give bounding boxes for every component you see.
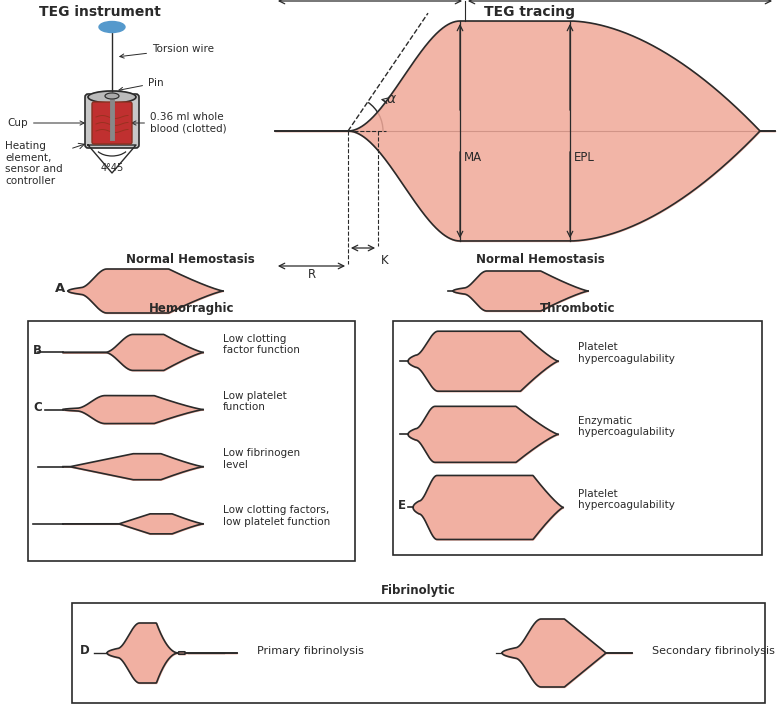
Text: Normal Hemostasis: Normal Hemostasis <box>125 253 254 266</box>
Bar <box>28 321 355 561</box>
FancyBboxPatch shape <box>85 94 139 148</box>
Ellipse shape <box>99 22 125 32</box>
Text: Platelet
hypercoagulability: Platelet hypercoagulability <box>578 489 675 510</box>
Text: Normal Hemostasis: Normal Hemostasis <box>475 253 605 266</box>
Text: TEG instrument: TEG instrument <box>39 5 161 19</box>
Text: B: B <box>33 344 42 357</box>
FancyBboxPatch shape <box>92 102 132 144</box>
Text: Secondary fibrinolysis: Secondary fibrinolysis <box>652 646 775 656</box>
Text: D: D <box>80 645 89 658</box>
Ellipse shape <box>88 91 136 103</box>
Text: Cup: Cup <box>7 118 84 128</box>
Text: A: A <box>55 283 65 296</box>
Text: 4°45: 4°45 <box>100 163 124 173</box>
Text: MA: MA <box>464 151 482 164</box>
Text: Enzymatic
hypercoagulability: Enzymatic hypercoagulability <box>578 415 675 437</box>
Text: Torsion wire: Torsion wire <box>120 44 214 58</box>
Text: Heating
element,
sensor and
controller: Heating element, sensor and controller <box>5 141 62 186</box>
Text: C: C <box>33 401 42 414</box>
Text: Fibrinolytic: Fibrinolytic <box>381 584 456 597</box>
Text: Thrombotic: Thrombotic <box>540 302 615 315</box>
Text: EPL: EPL <box>574 151 595 164</box>
Text: Low fibrinogen
level: Low fibrinogen level <box>223 448 300 469</box>
Text: K: K <box>381 254 389 267</box>
Text: E: E <box>398 499 406 512</box>
Text: Hemorraghic: Hemorraghic <box>149 302 234 315</box>
Text: Primary fibrinolysis: Primary fibrinolysis <box>257 646 364 656</box>
Bar <box>393 321 762 555</box>
Text: Pin: Pin <box>119 78 163 92</box>
Text: R: R <box>307 268 316 281</box>
Bar <box>72 603 765 703</box>
Text: Low clotting factors,
low platelet function: Low clotting factors, low platelet funct… <box>223 505 330 526</box>
Text: Low clotting
factor function: Low clotting factor function <box>223 334 300 355</box>
Ellipse shape <box>105 93 119 99</box>
Text: $\alpha$: $\alpha$ <box>386 92 397 106</box>
Text: 0.36 ml whole
blood (clotted): 0.36 ml whole blood (clotted) <box>131 112 226 134</box>
Text: Platelet
hypercoagulability: Platelet hypercoagulability <box>578 342 675 364</box>
Text: TEG tracing: TEG tracing <box>485 5 576 19</box>
Text: Low platelet
function: Low platelet function <box>223 391 287 412</box>
